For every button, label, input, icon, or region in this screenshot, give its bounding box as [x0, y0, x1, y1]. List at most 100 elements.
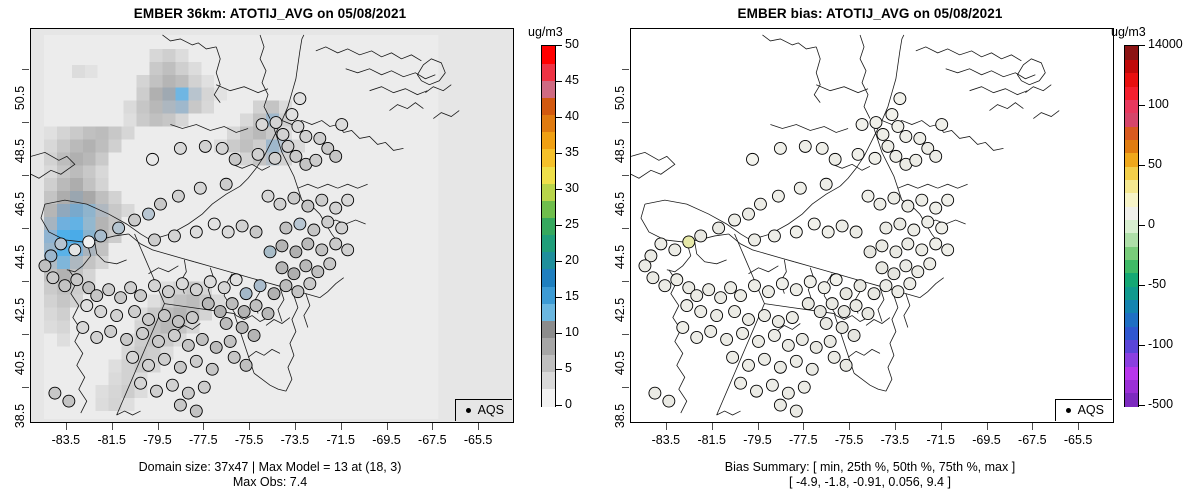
y-axis-tick	[22, 280, 29, 282]
colorbar-segment	[542, 80, 555, 99]
colorbar-segment	[542, 388, 555, 407]
colorbar-tick-label: 0	[1148, 217, 1155, 231]
colorbar-unit-label: ug/m3	[528, 25, 563, 39]
colorbar-gradient	[1124, 45, 1139, 407]
map-plot-bias: AQS	[630, 28, 1114, 423]
x-axis-label: -65.5	[463, 433, 493, 447]
x-axis-label: -67.5	[418, 433, 447, 447]
map-canvas-bias	[631, 29, 1113, 422]
x-axis-label: -73.5	[280, 433, 310, 447]
y-axis-label: 42.5	[13, 297, 27, 322]
x-axis-label: -69.5	[372, 433, 401, 447]
x-axis-tick	[249, 423, 251, 430]
colorbar-tick-label: 15	[565, 289, 579, 303]
colorbar-tick	[556, 117, 562, 118]
colorbar-tick-label: 50	[1148, 157, 1162, 171]
colorbar-segment	[1125, 99, 1138, 114]
x-axis-tick	[849, 423, 851, 430]
y-axis-tick	[22, 386, 29, 388]
legend-aqs-bias: AQS	[1054, 399, 1112, 421]
colorbar-segment	[1125, 179, 1138, 194]
map-canvas-model	[31, 29, 513, 422]
colorbar-segment	[1125, 352, 1138, 367]
colorbar-tick-label: 45	[565, 73, 579, 87]
colorbar-unit-label: ug/m3	[1111, 25, 1146, 39]
colorbar-segment	[1125, 379, 1138, 394]
colorbar-segment	[542, 97, 555, 116]
colorbar-tick-label: -500	[1148, 397, 1174, 411]
colorbar-segment	[1125, 392, 1138, 407]
page-title-model: EMBER 36km: ATOTIJ_AVG on 05/08/2021	[133, 6, 407, 21]
y-axis-label: 42.5	[613, 297, 627, 322]
colorbar-tick	[556, 189, 562, 190]
x-axis-label: -73.5	[880, 433, 910, 447]
colorbar-tick	[1139, 285, 1145, 286]
footer-line-2: Max Obs: 7.4	[232, 475, 308, 489]
colorbar-tick	[1139, 45, 1145, 46]
legend-label-aqs: AQS	[1077, 403, 1104, 417]
colorbar-tick-label: 35	[565, 145, 579, 159]
y-axis-label: 38.5	[613, 403, 627, 428]
footer-bias: Bias Summary: [ min, 25th %, 50th %, 75t…	[600, 460, 1140, 490]
colorbar-tick-label: 5	[565, 361, 572, 375]
colorbar-segment	[1125, 86, 1138, 100]
x-axis-tick	[711, 423, 713, 430]
colorbar-tick	[556, 333, 562, 334]
x-axis-tick	[757, 423, 759, 430]
footer-line-2: [ -4.9, -1.8, -0.91, 0.056, 9.4 ]	[789, 475, 951, 489]
x-axis-tick	[894, 423, 896, 430]
x-axis-label: -79.5	[143, 433, 172, 447]
y-axis-label: 44.5	[613, 244, 627, 269]
y-axis-label: 50.5	[13, 85, 27, 110]
colorbar-segment	[1125, 112, 1138, 127]
colorbar-segment	[1125, 246, 1138, 260]
colorbar-segment	[1125, 152, 1138, 167]
colorbar-segment	[1125, 139, 1138, 154]
y-axis-tick	[622, 68, 629, 70]
colorbar-tick-label: 14000	[1148, 37, 1183, 51]
colorbar-tick	[556, 297, 562, 298]
colorbar-tick	[556, 225, 562, 226]
colorbar-segment	[542, 131, 555, 150]
x-axis-tick	[294, 423, 296, 430]
x-axis-tick	[111, 423, 113, 430]
colorbar-segment	[542, 337, 555, 356]
colorbar-segment	[542, 183, 555, 201]
colorbar-segment	[1125, 72, 1138, 87]
y-axis-tick	[622, 333, 629, 335]
y-axis-tick	[22, 333, 29, 335]
colorbar-tick-label: 25	[565, 217, 579, 231]
y-axis-label: 46.5	[613, 191, 627, 216]
y-axis-tick	[622, 121, 629, 123]
x-axis-label: -71.5	[326, 433, 355, 447]
x-axis-label: -83.5	[651, 433, 681, 447]
y-axis-label: 48.5	[613, 138, 627, 163]
colorbar-segment	[1125, 339, 1138, 354]
x-axis-label: -65.5	[1063, 433, 1093, 447]
colorbar-segment	[542, 303, 555, 321]
panel-model: EMBER 36km: ATOTIJ_AVG on 05/08/2021	[13, 6, 579, 489]
x-axis-tick	[803, 423, 805, 430]
colorbar-tick-label: 20	[565, 253, 579, 267]
colorbar-segment	[542, 286, 555, 304]
colorbar-segment	[1125, 46, 1138, 60]
colorbar-segment	[542, 251, 555, 270]
x-axis-label: -77.5	[789, 433, 818, 447]
colorbar-segment	[1125, 299, 1138, 314]
colorbar-segment	[1125, 192, 1138, 207]
y-axis-label: 44.5	[13, 244, 27, 269]
y-axis-label: 38.5	[13, 403, 27, 428]
colorbar-tick	[1139, 105, 1145, 106]
colorbar-tick	[556, 45, 562, 46]
colorbar-segment	[542, 371, 555, 390]
x-axis-tick	[432, 423, 434, 430]
x-axis-tick	[340, 423, 342, 430]
x-axis-tick	[665, 423, 667, 430]
colorbar-segment	[1125, 126, 1138, 140]
colorbar-segment	[1125, 312, 1138, 327]
colorbar-tick	[1139, 225, 1145, 226]
colorbar-tick-label: 100	[1148, 97, 1169, 111]
colorbar-tick	[1139, 345, 1145, 346]
colorbar-segment	[1125, 286, 1138, 300]
x-axis-label: -67.5	[1018, 433, 1047, 447]
